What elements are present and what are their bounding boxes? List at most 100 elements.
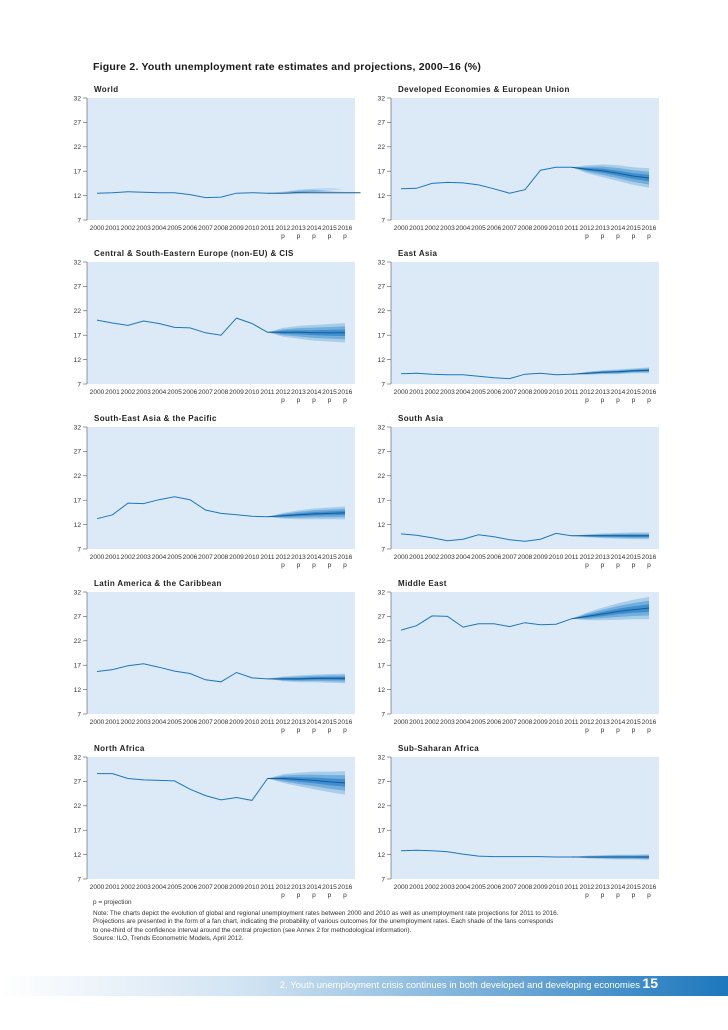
y-tick-label: 32 (74, 589, 82, 596)
y-tick-label: 7 (381, 546, 385, 553)
x-tick-label: 2013 (291, 884, 306, 891)
x-tick-label: 2004 (152, 554, 167, 561)
y-tick-label: 27 (378, 120, 386, 127)
projection-marker: p (601, 562, 605, 569)
y-tick-label: 17 (74, 828, 82, 835)
x-tick-label: 2013 (291, 719, 306, 726)
fan-band-inner (571, 604, 649, 619)
projection-line (571, 369, 650, 375)
x-tick-label: 2011 (260, 884, 275, 891)
x-tick-label: 2000 (394, 884, 409, 891)
projection-marker: p (647, 562, 651, 569)
x-tick-label: 2005 (167, 884, 182, 891)
estimate-line (400, 615, 572, 631)
projection-marker: p (632, 727, 636, 734)
x-tick-label: 2013 (291, 389, 306, 396)
y-tick-label: 12 (74, 687, 82, 694)
x-tick-label: 2003 (136, 225, 151, 232)
x-tick-label: 2012 (276, 554, 291, 561)
x-tick-label: 2015 (626, 225, 641, 232)
x-tick-label: 2000 (90, 884, 105, 891)
x-tick-label: 2008 (214, 719, 229, 726)
x-tick-label: 2003 (440, 225, 455, 232)
projection-marker: p (281, 562, 285, 569)
y-tick-label: 32 (378, 424, 386, 431)
chart-developed-economies-and-european-union: Developed Economies & European Union 7 12 1… (378, 85, 659, 240)
y-tick-label: 7 (77, 217, 81, 224)
x-tick-label: 2002 (121, 884, 136, 891)
y-tick-label: 7 (381, 711, 385, 718)
footer-chapter-title: 2. Youth unemployment crisis continues i… (279, 980, 640, 991)
x-tick-label: 2016 (338, 389, 353, 396)
y-tick-label: 7 (77, 381, 81, 388)
y-tick-label: 27 (378, 449, 386, 456)
y-tick-label: 17 (74, 498, 82, 505)
y-tick-label: 27 (378, 284, 386, 291)
x-tick-label: 2011 (260, 719, 275, 726)
projection-marker: p (312, 892, 316, 899)
chart-title: South-East Asia & the Pacific (94, 414, 217, 423)
x-tick-label: 2014 (307, 719, 322, 726)
projection-marker: p (297, 233, 301, 240)
projection-marker: p (328, 562, 332, 569)
x-tick-label: 2015 (322, 884, 337, 891)
chart-latin-america-and-the-caribbean: Latin America & the Caribbean 7 12 17 22 27 32… (74, 579, 355, 734)
x-tick-label: 2008 (214, 225, 229, 232)
projection-marker: p (616, 397, 620, 404)
x-tick-label: 2012 (276, 719, 291, 726)
y-tick-label: 12 (74, 357, 82, 364)
x-tick-label: 2008 (214, 554, 229, 561)
plot-area (391, 262, 659, 384)
projection-marker: p (343, 562, 347, 569)
x-tick-label: 2007 (198, 389, 213, 396)
x-tick-label: 2014 (307, 884, 322, 891)
x-tick-label: 2005 (167, 225, 182, 232)
x-tick-label: 2001 (409, 884, 424, 891)
note-line-2: Projections are presented in the form of… (93, 918, 554, 926)
x-tick-label: 2015 (626, 389, 641, 396)
y-tick-label: 7 (381, 217, 385, 224)
x-tick-label: 2012 (580, 225, 595, 232)
x-tick-label: 2000 (90, 719, 105, 726)
x-tick-label: 2009 (533, 719, 548, 726)
y-tick-label: 17 (378, 169, 386, 176)
projection-marker: p (297, 892, 301, 899)
x-tick-label: 2014 (611, 225, 626, 232)
x-tick-label: 2001 (409, 554, 424, 561)
projection-line (571, 166, 650, 179)
x-tick-label: 2009 (229, 554, 244, 561)
projection-marker: p (616, 562, 620, 569)
x-tick-label: 2013 (595, 225, 610, 232)
x-tick-label: 2011 (564, 389, 579, 396)
x-tick-label: 2007 (502, 719, 517, 726)
x-tick-label: 2009 (533, 389, 548, 396)
estimate-line (400, 372, 572, 380)
note-line-1: Note: The charts depict the evolution of… (93, 910, 559, 918)
chart-title: Sub-Saharan Africa (398, 744, 479, 753)
projection-marker: p (616, 892, 620, 899)
projection-marker: p (616, 233, 620, 240)
x-tick-label: 2005 (167, 389, 182, 396)
projection-marker: p (312, 233, 316, 240)
y-tick-label: 22 (74, 308, 82, 315)
page-number: 15 (642, 975, 658, 991)
projection-marker: p (585, 233, 589, 240)
y-tick-label: 7 (381, 381, 385, 388)
chart-title: East Asia (398, 249, 437, 258)
x-tick-label: 2002 (425, 225, 440, 232)
x-tick-label: 2007 (198, 554, 213, 561)
y-tick-label: 12 (74, 193, 82, 200)
y-tick-label: 17 (378, 663, 386, 670)
chart-title: Central & South-Eastern Europe (non-EU) … (94, 249, 294, 258)
x-tick-label: 2016 (642, 554, 657, 561)
x-tick-label: 2002 (425, 884, 440, 891)
x-tick-label: 2011 (564, 719, 579, 726)
chart-title: Middle East (398, 579, 447, 588)
x-tick-label: 2006 (183, 884, 198, 891)
x-tick-label: 2002 (121, 225, 136, 232)
y-tick-label: 7 (77, 876, 81, 883)
x-tick-label: 2015 (626, 884, 641, 891)
